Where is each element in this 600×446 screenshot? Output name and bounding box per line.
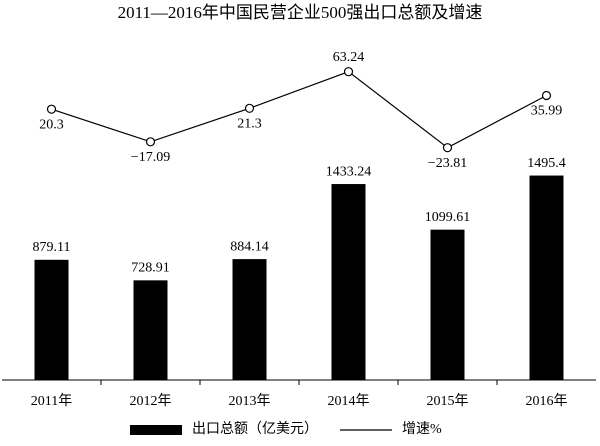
bar-value-label: 879.11 <box>33 240 71 255</box>
legend-label: 增速% <box>402 421 442 437</box>
line <box>51 71 547 149</box>
bar-value-label: 1433.24 <box>326 164 372 179</box>
legend-swatch <box>130 425 182 435</box>
x-tick-label: 2012年 <box>130 393 172 409</box>
chart-title: 2011—2016年中国民营企业500强出口总额及增速 <box>118 3 483 22</box>
bar-value-label: 1495.4 <box>527 156 566 171</box>
x-tick-label: 2015年 <box>427 393 469 409</box>
bar <box>34 259 69 380</box>
bar <box>430 229 465 380</box>
bar <box>133 280 168 380</box>
line-point <box>145 137 156 147</box>
x-tick-label: 2016年 <box>526 393 568 409</box>
line-value-label: 63.24 <box>333 50 365 65</box>
line-point <box>343 67 354 77</box>
legend-label: 出口总额（亿美元） <box>192 421 318 437</box>
line-value-label: 21.3 <box>237 117 262 132</box>
line-point <box>244 103 255 113</box>
bar <box>232 259 267 380</box>
bar <box>331 184 366 380</box>
line-point <box>541 90 552 101</box>
line-point <box>442 143 453 153</box>
line-point <box>46 104 57 114</box>
x-tick-label: 2011年 <box>31 393 72 409</box>
bar-value-label: 728.91 <box>131 261 170 276</box>
x-tick-label: 2014年 <box>328 393 370 409</box>
line-value-label: −17.09 <box>131 150 170 165</box>
bar <box>529 175 564 380</box>
line-value-label: 20.3 <box>39 117 64 132</box>
x-tick-label: 2013年 <box>229 393 271 409</box>
line-value-label: 35.99 <box>531 104 563 119</box>
bar-value-label: 1099.61 <box>425 210 471 225</box>
line-value-label: −23.81 <box>428 156 467 171</box>
bar-value-label: 884.14 <box>230 239 269 254</box>
